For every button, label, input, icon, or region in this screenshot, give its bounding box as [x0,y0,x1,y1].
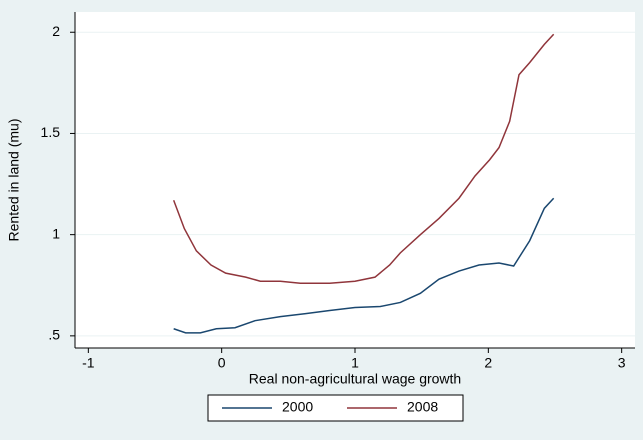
plot-area [75,12,635,348]
legend-label: 2000 [282,399,313,415]
y-tick-label: 1.5 [41,124,61,140]
legend-label: 2008 [407,399,438,415]
x-tick-label: 2 [484,355,492,371]
x-axis-title: Real non-agricultural wage growth [249,371,461,387]
y-axis-title: Rented in land (mu) [6,119,22,242]
line [173,197,555,334]
x-tick-label: 0 [218,355,226,371]
y-tick-label: 1 [52,225,60,241]
x-tick-label: 3 [618,355,626,371]
x-tick-label: 1 [351,355,359,371]
line [172,33,555,284]
x-tick-label: -1 [82,355,95,371]
y-tick-label: 2 [52,23,60,39]
y-tick-label: .5 [48,327,60,343]
